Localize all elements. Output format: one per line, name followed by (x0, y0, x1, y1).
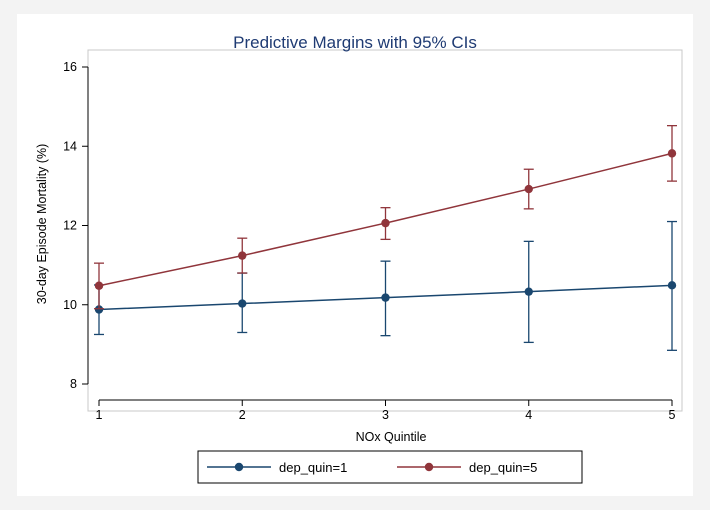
series-1-point-1 (94, 305, 104, 314)
series-1-point-2 (238, 299, 247, 308)
legend-label-2: dep_quin=5 (469, 460, 537, 475)
x-tick-label-2: 2 (239, 408, 246, 422)
series-2-point-4 (524, 184, 533, 194)
chart-title: Predictive Margins with 95% CIs (233, 33, 477, 52)
x-tick-label-3: 3 (382, 408, 389, 422)
series-2-point-3 (381, 218, 390, 228)
y-tick-label-12: 12 (63, 219, 77, 233)
line-chart: Predictive Margins with 95% CIs NOx Quin… (17, 14, 693, 496)
y-tick-label-10: 10 (63, 298, 77, 312)
series-layer (94, 124, 677, 351)
y-tick-label-14: 14 (63, 139, 77, 153)
y-tick-label-16: 16 (63, 60, 77, 74)
legend-label-1: dep_quin=1 (279, 460, 347, 475)
series-2-point-5 (667, 149, 677, 158)
y-tick-label-8: 8 (70, 377, 77, 391)
x-tick-label-1: 1 (96, 408, 103, 422)
chart-frame: Predictive Margins with 95% CIs NOx Quin… (17, 14, 693, 496)
series-1 (94, 220, 677, 351)
series-2 (94, 124, 677, 310)
x-tick-label-4: 4 (525, 408, 532, 422)
legend-marker-2 (424, 462, 434, 472)
y-axis-label: 30-day Episode Mortality (%) (35, 144, 49, 304)
x-tick-label-5: 5 (669, 408, 676, 422)
x-axis-label: NOx Quintile (356, 430, 427, 444)
legend: dep_quin=1 dep_quin=5 (197, 450, 583, 484)
series-1-point-5 (667, 281, 677, 290)
legend-marker-1 (234, 462, 244, 472)
series-2-point-1 (94, 281, 104, 290)
series-1-point-3 (381, 293, 390, 302)
series-2-point-2 (238, 251, 247, 260)
series-1-point-4 (524, 287, 533, 296)
